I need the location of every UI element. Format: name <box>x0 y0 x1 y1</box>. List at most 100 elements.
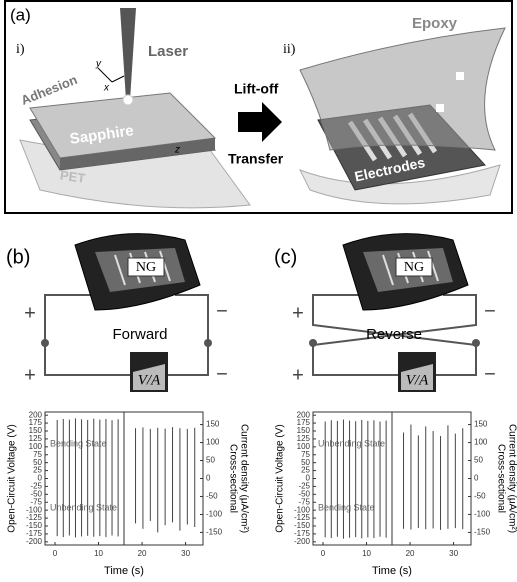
y-tick-label: 75 <box>301 450 310 459</box>
y-tick-label: 25 <box>33 466 42 475</box>
meter-label: V/A <box>406 372 429 388</box>
y-tick-label: 0 <box>306 474 311 483</box>
annotation: Bending State <box>50 438 107 448</box>
x-tick-label: 30 <box>181 549 190 558</box>
y2-tick-label: -150 <box>474 528 491 537</box>
chart: -200-175-150-125-100-75-50-2502550751001… <box>275 410 517 577</box>
y-tick-label: -150 <box>294 521 311 530</box>
y-tick-label: -200 <box>26 537 43 546</box>
annotation: Bending State <box>318 502 375 512</box>
y-tick-label: 175 <box>297 418 311 427</box>
y2-tick-label: -50 <box>474 492 486 501</box>
y2-axis-title: Cross-sectional <box>495 444 506 513</box>
meter-label: V/A <box>138 372 161 388</box>
mode-label: Forward <box>112 326 167 343</box>
polarity: − <box>216 300 228 322</box>
x-tick-label: 0 <box>53 549 58 558</box>
laser-spot <box>123 95 133 105</box>
x-tick-label: 20 <box>138 549 147 558</box>
y-tick-label: -200 <box>294 537 311 546</box>
step-label: ii) <box>283 42 296 57</box>
laser-label: Laser <box>148 43 188 60</box>
panel-b: (b) NG + + − − Forward V/A <box>6 234 228 392</box>
y2-tick-label: 50 <box>474 456 483 465</box>
y-tick-label: 200 <box>29 410 43 419</box>
y2-tick-label: 0 <box>206 474 211 483</box>
y2-tick-label: 150 <box>474 420 488 429</box>
y-tick-label: 150 <box>29 426 43 435</box>
y2-tick-label: 0 <box>474 474 479 483</box>
y-tick-label: -175 <box>294 529 311 538</box>
y-tick-label: -75 <box>298 497 310 506</box>
annotation: Unbending State <box>50 502 117 512</box>
x-tick-label: 10 <box>362 549 371 558</box>
node <box>204 339 212 347</box>
y-tick-label: 50 <box>301 458 310 467</box>
polarity: + <box>292 302 304 324</box>
y-tick-label: 0 <box>38 474 43 483</box>
panel-label: (b) <box>6 246 30 268</box>
axis-label: z <box>174 145 180 156</box>
y-tick-label: -100 <box>294 505 311 514</box>
y-tick-label: 25 <box>301 466 310 475</box>
epoxy-hole <box>436 104 444 112</box>
y-tick-label: -125 <box>294 513 311 522</box>
y2-tick-label: -150 <box>206 528 223 537</box>
axis-label: x <box>103 83 110 94</box>
y-tick-label: 200 <box>297 410 311 419</box>
node <box>472 339 480 347</box>
y-tick-label: 50 <box>33 458 42 467</box>
y2-tick-label: 100 <box>206 438 220 447</box>
panel-c: (c) NG + + − − Reverse V/A <box>274 234 496 392</box>
y2-axis-title: Current density (μA/cm²) <box>506 424 517 533</box>
y-tick-label: -125 <box>26 513 43 522</box>
y-tick-label: 100 <box>29 442 43 451</box>
x-axis-title: Time (s) <box>372 565 412 577</box>
y-tick-label: -50 <box>30 489 42 498</box>
polarity: + <box>24 364 36 386</box>
node <box>309 339 317 347</box>
annotation: Unbending State <box>318 438 385 448</box>
y-tick-label: 100 <box>297 442 311 451</box>
ng-label: NG <box>136 260 156 275</box>
polarity: + <box>24 302 36 324</box>
page: (a) i) ii) y x z Laser Adhesion Sapphire… <box>0 0 517 582</box>
y-tick-label: -50 <box>298 489 310 498</box>
epoxy-hole <box>456 72 464 80</box>
y-tick-label: -25 <box>298 482 310 491</box>
polarity: − <box>484 363 496 385</box>
x-tick-label: 20 <box>406 549 415 558</box>
y-tick-label: 150 <box>297 426 311 435</box>
chart: -200-175-150-125-100-75-50-2502550751001… <box>7 410 250 577</box>
figure: (a) i) ii) y x z Laser Adhesion Sapphire… <box>0 0 517 582</box>
y-axis-title: Open-Circuit Voltage (V) <box>7 424 18 532</box>
x-axis-title: Time (s) <box>104 565 144 577</box>
node <box>41 339 49 347</box>
ng-label: NG <box>404 260 424 275</box>
y2-tick-label: 50 <box>206 456 215 465</box>
mode-label: Reverse <box>366 326 422 343</box>
transfer-label: Transfer <box>228 151 284 167</box>
y2-tick-label: -100 <box>474 510 491 519</box>
y-axis-title: Open-Circuit Voltage (V) <box>275 424 286 532</box>
y-tick-label: -75 <box>30 497 42 506</box>
y-tick-label: 125 <box>297 434 311 443</box>
panel-label: (a) <box>10 5 31 24</box>
y-tick-label: -175 <box>26 529 43 538</box>
y-tick-label: 175 <box>29 418 43 427</box>
y2-axis-title: Current density (μA/cm²) <box>238 424 249 533</box>
y2-tick-label: 100 <box>474 438 488 447</box>
x-tick-label: 0 <box>321 549 326 558</box>
step-label: i) <box>16 42 25 57</box>
y-tick-label: 75 <box>33 450 42 459</box>
polarity: + <box>292 364 304 386</box>
y-tick-label: 125 <box>29 434 43 443</box>
axis-label: y <box>95 59 102 70</box>
y2-tick-label: 150 <box>206 420 220 429</box>
panel-label: (c) <box>274 246 297 268</box>
y2-tick-label: -100 <box>206 510 223 519</box>
y-tick-label: -25 <box>30 482 42 491</box>
lift-off-label: Lift-off <box>234 81 279 97</box>
x-tick-label: 10 <box>94 549 103 558</box>
epoxy-label: Epoxy <box>412 15 458 32</box>
